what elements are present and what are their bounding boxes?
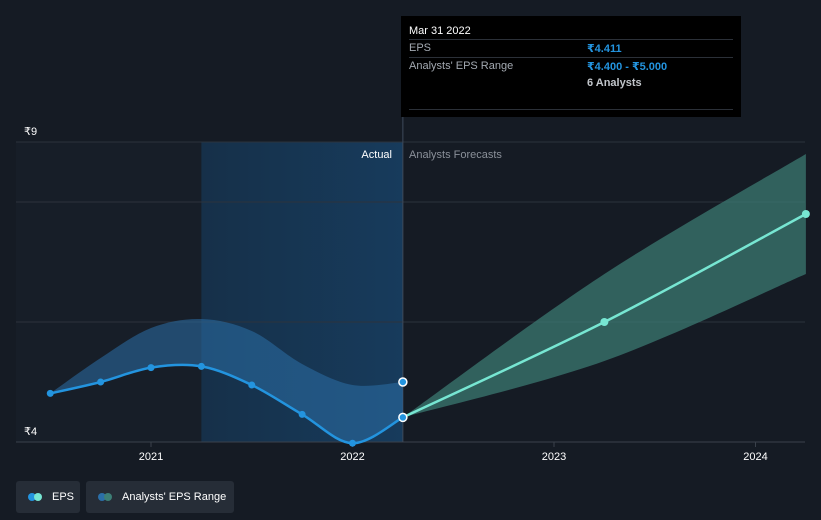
- tooltip-divider: [409, 39, 733, 40]
- tooltip-range-value: ₹4.400 - ₹5.000: [587, 61, 668, 73]
- x-tick-label: 2021: [139, 451, 163, 463]
- range-high-point[interactable]: [398, 377, 408, 387]
- x-tick-label: 2024: [743, 451, 767, 463]
- eps-forecast-point[interactable]: [600, 318, 609, 326]
- eps-range-band-past: [50, 318, 403, 443]
- eps-data-point[interactable]: [298, 410, 306, 418]
- tooltip-range-label: Analysts' EPS Range: [409, 60, 514, 72]
- tooltip-analysts-count: 6 Analysts: [587, 77, 642, 89]
- eps-legend-icon: [28, 493, 44, 501]
- eps-data-point[interactable]: [248, 381, 256, 389]
- x-tick-label: 2023: [542, 451, 566, 463]
- forecast-section-label: Analysts Forecasts: [409, 149, 502, 161]
- y-tick-label: ₹9: [24, 126, 37, 138]
- y-tick-label: ₹4: [24, 426, 37, 438]
- eps-data-point[interactable]: [398, 412, 408, 423]
- tooltip-date: Mar 31 2022: [409, 25, 471, 37]
- eps-range-band-forecast: [402, 154, 806, 418]
- actual-section-label: Actual: [361, 149, 392, 161]
- tooltip-eps-value: ₹4.411: [587, 43, 622, 55]
- eps-forecast-point[interactable]: [801, 210, 810, 218]
- range-legend-icon: [98, 493, 114, 501]
- tooltip-divider: [409, 109, 733, 110]
- x-tick-label: 2022: [340, 451, 364, 463]
- eps-data-point[interactable]: [46, 389, 54, 397]
- eps-actual-line: [49, 363, 404, 445]
- eps-data-point[interactable]: [197, 362, 205, 370]
- tooltip-divider: [409, 57, 733, 58]
- legend-eps-toggle[interactable]: EPS: [16, 481, 80, 513]
- tooltip-eps-label: EPS: [409, 42, 432, 54]
- data-tooltip: Mar 31 2022 EPS ₹4.411 Analysts' EPS Ran…: [401, 16, 741, 117]
- eps-data-point[interactable]: [97, 378, 105, 386]
- legend-range-label: Analysts' EPS Range: [122, 491, 227, 503]
- eps-data-point[interactable]: [349, 439, 356, 447]
- legend-range-toggle[interactable]: Analysts' EPS Range: [86, 481, 234, 513]
- legend-eps-label: EPS: [52, 491, 75, 503]
- eps-data-point[interactable]: [147, 364, 155, 372]
